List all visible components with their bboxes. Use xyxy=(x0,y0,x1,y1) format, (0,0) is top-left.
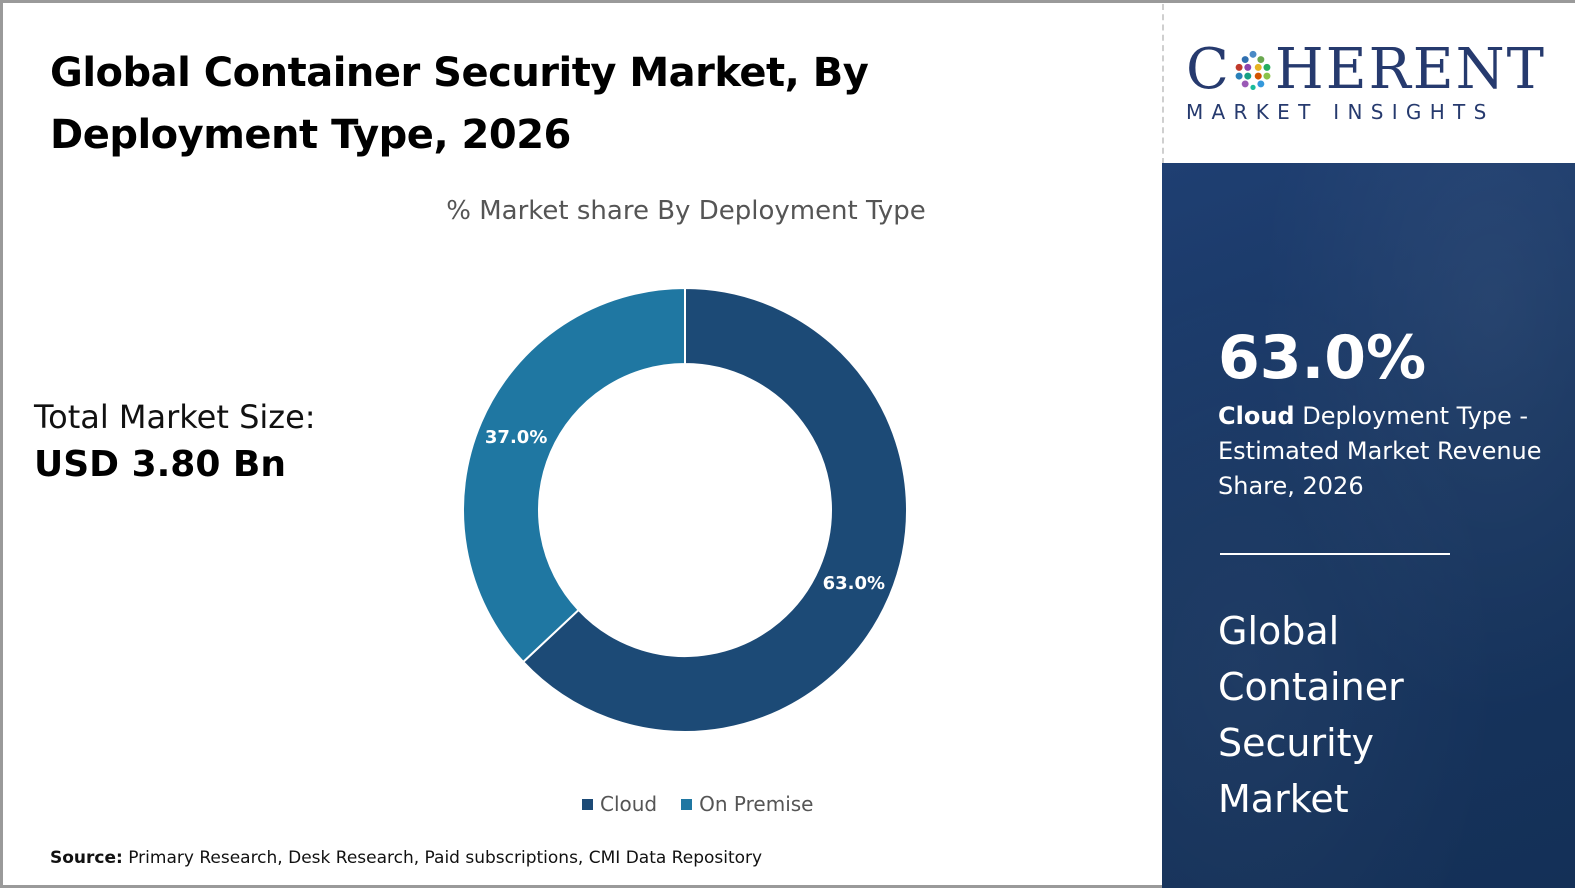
legend-item-on-premise: On Premise xyxy=(681,792,813,816)
donut-slice-cloud xyxy=(521,286,908,733)
chart-title: % Market share By Deployment Type xyxy=(446,196,926,226)
panel-market-line-1: Global xyxy=(1218,609,1340,653)
legend-swatch-cloud xyxy=(582,798,593,810)
donut-label-on-premise: 37.0% xyxy=(485,427,547,448)
chart-legend: Cloud On Premise xyxy=(582,792,813,816)
legend-label-on-premise: On Premise xyxy=(699,792,814,816)
donut-label-cloud: 63.0% xyxy=(823,573,885,594)
logo-letters-herent: HERENT xyxy=(1274,37,1546,102)
market-size-label: Total Market Size: xyxy=(34,398,316,436)
panel-market-name: Global Container Security Market xyxy=(1218,603,1518,827)
highlight-percent: 63.0% xyxy=(1218,323,1427,393)
logo-tagline: MARKET INSIGHTS xyxy=(1186,100,1495,124)
logo-dots-icon xyxy=(1235,50,1271,91)
page-title: Global Container Security Market, By Dep… xyxy=(50,42,950,166)
highlight-description-text: Deployment Type - Estimated Market Reven… xyxy=(1218,402,1542,500)
source-note: Source: Primary Research, Desk Research,… xyxy=(50,848,762,868)
page-title-line-2: Deployment Type, 2026 xyxy=(50,112,571,158)
legend-swatch-on-premise xyxy=(681,798,693,810)
logo-divider xyxy=(1162,4,1164,164)
panel-market-line-2: Container xyxy=(1218,665,1404,709)
market-size-value: USD 3.80 Bn xyxy=(34,444,286,485)
highlight-segment: Cloud xyxy=(1218,402,1295,430)
panel-market-line-4: Market xyxy=(1218,777,1349,821)
donut-slice-on-premise xyxy=(462,286,686,664)
source-label: Source: xyxy=(50,848,123,868)
panel-market-line-3: Security xyxy=(1218,721,1375,765)
highlight-description: Cloud Deployment Type - Estimated Market… xyxy=(1218,399,1548,504)
source-text: Primary Research, Desk Research, Paid su… xyxy=(122,848,763,868)
page-title-line-1: Global Container Security Market, By xyxy=(50,50,869,96)
company-logo: C HERENT MARKET INSIGHTS xyxy=(1186,42,1546,125)
legend-item-cloud: Cloud xyxy=(582,792,657,816)
logo-wordmark: C HERENT xyxy=(1186,42,1546,98)
donut-chart: 63.0% 37.0% xyxy=(462,286,908,733)
highlight-panel: 63.0% Cloud Deployment Type - Estimated … xyxy=(1162,163,1575,888)
logo-letter-c: C xyxy=(1186,37,1231,102)
legend-label-cloud: Cloud xyxy=(600,792,658,816)
panel-texture xyxy=(1162,163,1575,888)
panel-divider xyxy=(1220,553,1450,555)
